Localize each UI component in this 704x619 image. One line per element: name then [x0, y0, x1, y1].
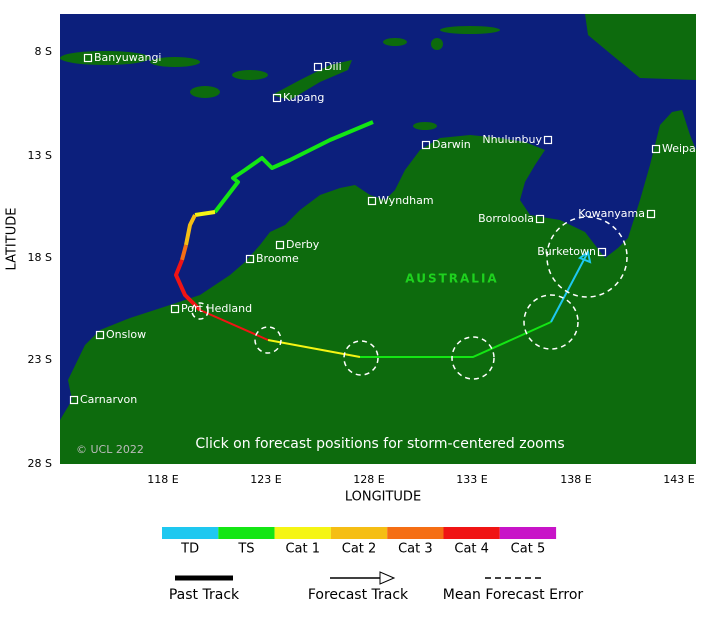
place-label: Dili: [324, 60, 342, 73]
legend-color: [443, 527, 500, 539]
lat-tick-label: 8 S: [35, 45, 52, 58]
legend-color: [162, 527, 219, 539]
forecast-error-circle[interactable]: [343, 340, 379, 376]
forecast-error-circle[interactable]: [254, 326, 282, 354]
past-track: [174, 120, 374, 312]
place-label: Borroloola: [478, 212, 534, 225]
legend-label: Cat 1: [285, 542, 320, 557]
legend-label: TS: [237, 542, 254, 557]
lat-tick-label: 13 S: [28, 149, 52, 162]
place-marker: [535, 214, 545, 224]
legend-color: [499, 527, 557, 539]
place-label: Banyuwangi: [94, 51, 162, 64]
lon-tick-label: 133 E: [456, 473, 487, 486]
forecast-error-circle[interactable]: [451, 336, 495, 380]
track-legend-label: Mean Forecast Error: [443, 587, 584, 603]
place-marker: [275, 240, 285, 250]
place-marker: [69, 395, 79, 405]
lat-tick-label: 28 S: [28, 457, 52, 470]
place-marker: [95, 330, 105, 340]
x-axis-label: LONGITUDE: [345, 490, 421, 505]
place-label: Onslow: [106, 328, 146, 341]
place-marker: [543, 135, 553, 145]
place-label: Nhulunbuy: [482, 133, 542, 146]
place-marker: [272, 93, 282, 103]
forecast-error-circle[interactable]: [546, 216, 628, 298]
place-label: Broome: [256, 252, 299, 265]
lon-tick-label: 128 E: [353, 473, 384, 486]
lon-tick-label: 138 E: [560, 473, 591, 486]
place-marker: [651, 144, 661, 154]
lon-tick-label: 118 E: [147, 473, 178, 486]
place-marker: [367, 196, 377, 206]
track-legend-label: Forecast Track: [308, 587, 409, 603]
forecast-arrow: [379, 571, 396, 585]
legend-color: [218, 527, 275, 539]
place-label: Wyndham: [378, 194, 434, 207]
legend-label: Cat 3: [398, 542, 433, 557]
lat-tick-label: 18 S: [28, 251, 52, 264]
legend-label: TD: [180, 542, 199, 557]
place-label: Darwin: [432, 138, 471, 151]
region-label: AUSTRALIA: [405, 272, 498, 286]
track-legend-label: Past Track: [169, 587, 240, 603]
copyright: © UCL 2022: [76, 443, 144, 456]
place-marker: [313, 62, 323, 72]
place-label: Weipa: [662, 142, 696, 155]
place-marker: [421, 140, 431, 150]
lon-tick-label: 143 E: [663, 473, 694, 486]
place-label: Carnarvon: [80, 393, 137, 406]
place-label: Kowanyama: [578, 207, 645, 220]
legend-color: [387, 527, 444, 539]
place-label: Port Hedland: [181, 302, 252, 315]
place-label: Derby: [286, 238, 320, 251]
y-axis-label: LATITUDE: [5, 208, 20, 271]
place-marker: [170, 304, 180, 314]
lat-tick-label: 23 S: [28, 353, 52, 366]
place-marker: [646, 209, 656, 219]
place-label: Kupang: [283, 91, 324, 104]
lon-tick-label: 123 E: [250, 473, 281, 486]
place-marker: [597, 247, 607, 257]
legend-label: Cat 4: [454, 542, 489, 557]
forecast-error-circle[interactable]: [523, 294, 579, 350]
forecast-error-circle[interactable]: [191, 302, 209, 320]
legend-color: [274, 527, 331, 539]
land: [60, 14, 696, 464]
legend-label: Cat 5: [511, 542, 546, 557]
place-marker: [83, 53, 93, 63]
place-marker: [245, 254, 255, 264]
instruction: Click on forecast positions for storm-ce…: [195, 436, 564, 452]
legend-color: [330, 527, 388, 539]
place-label: Burketown: [537, 245, 596, 258]
legend-label: Cat 2: [342, 542, 377, 557]
